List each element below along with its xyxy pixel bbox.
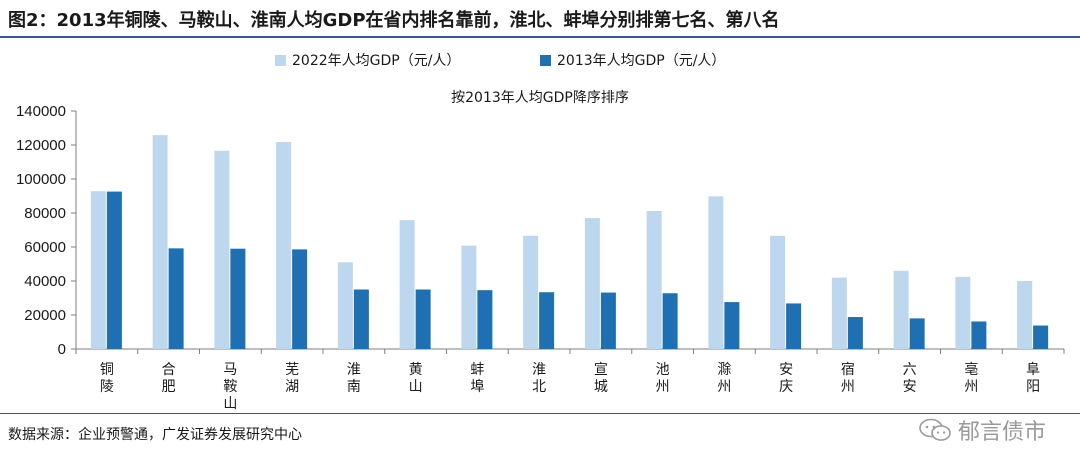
bar-2013: [662, 293, 678, 349]
y-tick-label: 80000: [24, 205, 66, 222]
bar-chart: 0 20000 40000 60000 80000 100000 120000 140000 铜…: [16, 103, 1065, 412]
bar-2013: [724, 302, 740, 349]
bar-2022: [770, 235, 786, 349]
bar-2022: [1017, 281, 1033, 349]
bar-2013: [1033, 325, 1049, 349]
x-tick-label: 黄: [409, 361, 423, 378]
x-tick-label: 鞍: [223, 379, 237, 395]
legend-swatch-2013: [540, 54, 551, 66]
footer-divider: [0, 413, 1080, 414]
x-tick-label: 宣: [594, 362, 608, 378]
x-tick-label: 滁: [717, 362, 731, 378]
bar-2022: [831, 277, 847, 349]
x-tick-label: 蚌: [470, 362, 484, 378]
x-tick-label: 南: [347, 379, 361, 395]
bar-2022: [399, 220, 415, 349]
watermark: 郁言债市: [918, 414, 1046, 446]
source-note: 数据来源：企业预警通，广发证券发展研究中心: [8, 427, 302, 443]
bar-2013: [415, 289, 431, 349]
y-tick-label: 0: [58, 341, 66, 358]
bar-2013: [106, 191, 122, 349]
y-tick-label: 40000: [24, 273, 66, 290]
legend-swatch-2022: [275, 54, 286, 66]
x-tick-label: 合: [162, 362, 176, 378]
y-tick-label: 140000: [16, 103, 66, 120]
wechat-icon: [919, 418, 951, 441]
x-tick-label: 阜: [1026, 361, 1040, 378]
legend-label-2013: 2013年人均GDP（元/人）: [557, 53, 726, 69]
x-tick-label: 芜: [285, 361, 299, 378]
x-tick-label: 州: [841, 379, 855, 395]
legend-label-2022: 2022年人均GDP（元/人）: [292, 53, 461, 69]
bar-2013: [168, 248, 184, 349]
bar-2013: [230, 248, 246, 349]
bar-2013: [292, 249, 308, 349]
bar-2022: [523, 235, 539, 349]
bar-2022: [584, 218, 600, 349]
bar-2022: [646, 210, 662, 349]
figure-title: 图2：2013年铜陵、马鞍山、淮南人均GDP在省内排名靠前，淮北、蚌埠分别排第七…: [8, 10, 780, 31]
x-tick-label: 北: [532, 379, 546, 395]
x-tick-label: 淮: [532, 362, 546, 378]
y-tick-label: 120000: [16, 137, 66, 154]
bar-2013: [600, 292, 616, 349]
legend-item-2022: 2022年人均GDP（元/人）: [275, 50, 460, 70]
chart-subtitle: 按2013年人均GDP降序排序: [451, 90, 629, 106]
bar-2013: [847, 317, 863, 349]
x-tick-label: 州: [964, 379, 978, 395]
chart-legend: 2022年人均GDP（元/人） 2013年人均GDP（元/人）: [0, 50, 1080, 72]
x-tick-label: 湖: [285, 379, 299, 395]
bar-2013: [477, 290, 493, 349]
bar-2022: [214, 150, 230, 349]
title-bar: 图2：2013年铜陵、马鞍山、淮南人均GDP在省内排名靠前，淮北、蚌埠分别排第七…: [0, 0, 1080, 38]
x-tick-label: 阳: [1026, 379, 1040, 395]
y-tick-label: 20000: [24, 307, 66, 324]
y-tick-label: 100000: [16, 171, 66, 188]
bar-2022: [152, 135, 168, 349]
bar-2013: [909, 318, 925, 349]
bar-2022: [461, 245, 477, 349]
x-tick-label: 肥: [162, 379, 176, 395]
bar-2013: [353, 289, 369, 349]
x-tick-label: 州: [717, 379, 731, 395]
x-tick-label: 淮: [347, 362, 361, 378]
bar-2013: [971, 321, 987, 349]
legend-item-2013: 2013年人均GDP（元/人）: [540, 50, 725, 70]
x-tick-label: 安: [903, 379, 917, 395]
watermark-text: 郁言债市: [957, 420, 1046, 445]
x-tick-label: 州: [656, 379, 670, 395]
y-tick-label: 60000: [24, 239, 66, 256]
bar-2022: [955, 276, 971, 349]
x-tick-label: 安: [779, 362, 793, 378]
bar-2013: [539, 292, 555, 349]
bar-2022: [337, 262, 353, 349]
bar-2022: [276, 141, 292, 349]
x-tick-label: 马: [223, 362, 237, 378]
bar-2022: [893, 270, 909, 349]
x-tick-label: 亳: [964, 361, 978, 378]
x-tick-label: 陵: [100, 379, 114, 395]
x-tick-label: 城: [594, 379, 608, 395]
x-tick-label: 宿: [841, 361, 855, 378]
x-tick-label: 埠: [470, 378, 484, 395]
x-tick-label: 山: [223, 396, 237, 412]
bar-2022: [90, 191, 106, 349]
bar-2022: [708, 196, 724, 349]
x-tick-label: 铜: [100, 362, 114, 378]
bar-2013: [786, 303, 802, 349]
x-tick-label: 山: [409, 379, 423, 395]
x-tick-label: 六: [903, 362, 917, 378]
x-tick-label: 庆: [779, 379, 793, 395]
x-tick-label: 池: [656, 362, 670, 378]
